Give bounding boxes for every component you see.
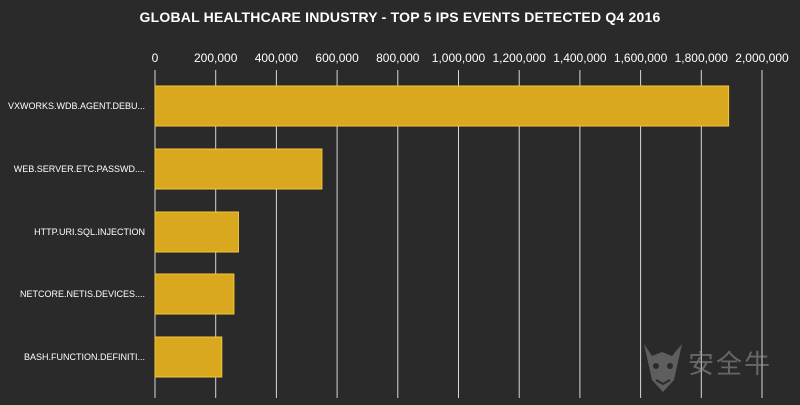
x-tick-label: 200,000 bbox=[194, 51, 238, 65]
x-tick-label: 1,000,000 bbox=[432, 51, 486, 65]
x-tick-label: 400,000 bbox=[255, 51, 299, 65]
x-tick-label: 1,200,000 bbox=[493, 51, 547, 65]
category-label: NETCORE.NETIS.DEVICES.... bbox=[20, 289, 145, 299]
x-tick-label: 1,600,000 bbox=[614, 51, 668, 65]
x-tick-label: 1,400,000 bbox=[553, 51, 607, 65]
bar bbox=[154, 273, 235, 315]
x-tick-label: 800,000 bbox=[376, 51, 420, 65]
category-label: VXWORKS.WDB.AGENT.DEBU... bbox=[8, 101, 145, 111]
category-label: HTTP.URI.SQL.INJECTION bbox=[34, 227, 145, 237]
watermark-text: 安全牛 bbox=[688, 350, 773, 380]
bar bbox=[154, 85, 730, 127]
x-tick-label: 600,000 bbox=[315, 51, 359, 65]
watermark-logo: 安全牛 bbox=[638, 336, 798, 398]
bull-head-icon bbox=[644, 344, 682, 392]
x-tick-label: 2,000,000 bbox=[735, 51, 789, 65]
chart-title: GLOBAL HEALTHCARE INDUSTRY - TOP 5 IPS E… bbox=[139, 9, 661, 25]
category-label: BASH.FUNCTION.DEFINITI... bbox=[24, 352, 145, 362]
bar bbox=[154, 148, 323, 190]
x-tick-label: 0 bbox=[152, 51, 159, 65]
category-label: WEB.SERVER.ETC.PASSWD.... bbox=[14, 164, 145, 174]
bar bbox=[154, 336, 223, 378]
bar bbox=[154, 211, 239, 253]
x-tick-label: 1,800,000 bbox=[675, 51, 729, 65]
